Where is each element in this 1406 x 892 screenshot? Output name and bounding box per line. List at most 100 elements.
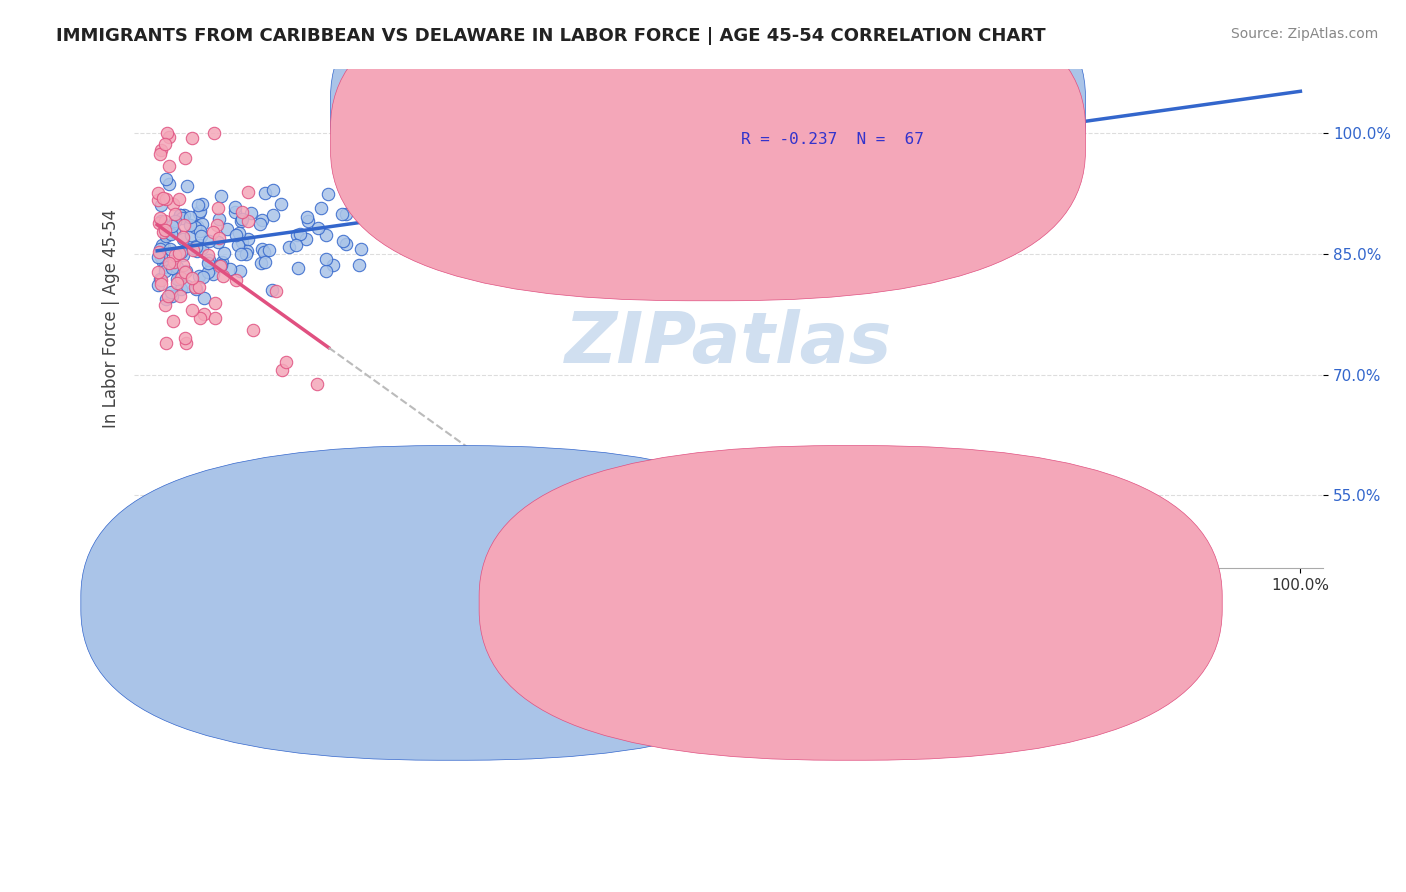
Text: R =  0.556   N = 147: R = 0.556 N = 147 [741,102,934,117]
Immigrants from Caribbean [174,264,197,278]
Immigrants from Caribbean [420,233,443,247]
Immigrants from Caribbean [212,246,235,260]
Delaware [165,248,187,262]
Immigrants from Caribbean [249,218,271,232]
Delaware [208,259,231,273]
Delaware [264,284,287,298]
Immigrants from Caribbean [228,226,250,240]
Immigrants from Caribbean [198,253,221,268]
Delaware [181,243,204,257]
Delaware [169,246,191,260]
Immigrants from Caribbean [547,167,569,181]
Immigrants from Caribbean [235,246,257,260]
Immigrants from Caribbean [169,281,191,295]
Delaware [148,245,170,260]
Immigrants from Caribbean [186,244,208,259]
Immigrants from Caribbean [152,238,174,252]
Delaware [271,363,294,377]
Immigrants from Caribbean [155,228,177,243]
Immigrants from Caribbean [295,231,318,245]
Immigrants from Caribbean [404,237,426,252]
Immigrants from Caribbean [155,172,177,186]
Immigrants from Caribbean [176,278,198,293]
Immigrants from Caribbean [148,250,170,264]
Immigrants from Caribbean [209,258,232,272]
Immigrants from Caribbean [381,204,404,219]
Immigrants from Caribbean [191,269,214,284]
Delaware [152,191,174,205]
Delaware [205,218,228,232]
Immigrants from Caribbean [166,260,188,274]
Immigrants from Caribbean [339,194,361,208]
Immigrants from Caribbean [297,214,319,228]
Immigrants from Caribbean [467,180,489,194]
Delaware [148,265,170,279]
Immigrants from Caribbean [224,205,246,219]
Immigrants from Caribbean [257,243,280,257]
Delaware [180,270,202,285]
Immigrants from Caribbean [332,234,354,248]
Immigrants from Caribbean [156,227,179,242]
Text: Delaware: Delaware [872,596,943,610]
Immigrants from Caribbean [186,219,208,233]
Immigrants from Caribbean [236,232,259,246]
Immigrants from Caribbean [191,217,214,231]
Delaware [155,297,177,311]
Immigrants from Caribbean [240,206,263,220]
Immigrants from Caribbean [160,219,183,233]
FancyBboxPatch shape [330,0,1085,271]
Text: R = -0.237  N =  67: R = -0.237 N = 67 [741,132,924,147]
Immigrants from Caribbean [160,261,183,276]
Delaware [148,216,170,230]
Immigrants from Caribbean [260,284,283,298]
Immigrants from Caribbean [148,277,170,292]
Immigrants from Caribbean [188,224,211,238]
Delaware [169,288,191,302]
Immigrants from Caribbean [270,197,292,211]
Immigrants from Caribbean [215,221,238,235]
Immigrants from Caribbean [197,256,219,270]
Immigrants from Caribbean [160,289,183,303]
Immigrants from Caribbean [160,227,183,241]
Delaware [155,192,177,206]
Delaware [157,255,180,269]
Immigrants from Caribbean [253,254,276,268]
Immigrants from Caribbean [486,182,509,196]
Immigrants from Caribbean [335,207,357,221]
Immigrants from Caribbean [231,212,253,227]
Delaware [149,273,172,287]
Immigrants from Caribbean [405,207,427,221]
Immigrants from Caribbean [211,254,233,268]
Immigrants from Caribbean [554,233,576,247]
Delaware [188,280,211,294]
Delaware [184,280,207,294]
FancyBboxPatch shape [330,0,1085,301]
Immigrants from Caribbean [278,239,301,253]
Immigrants from Caribbean [198,234,221,248]
Delaware [156,126,179,140]
Immigrants from Caribbean [340,182,363,196]
Immigrants from Caribbean [250,242,273,256]
FancyBboxPatch shape [80,446,824,760]
Immigrants from Caribbean [148,272,170,286]
Immigrants from Caribbean [229,247,252,261]
Immigrants from Caribbean [208,211,231,226]
Immigrants from Caribbean [173,208,195,222]
Immigrants from Caribbean [641,171,664,186]
Immigrants from Caribbean [371,193,394,207]
Immigrants from Caribbean [153,264,176,278]
Delaware [153,223,176,237]
Immigrants from Caribbean [180,228,202,243]
Immigrants from Caribbean [191,197,214,211]
Immigrants from Caribbean [315,252,337,266]
Immigrants from Caribbean [491,197,513,211]
Immigrants from Caribbean [335,178,357,192]
Immigrants from Caribbean [474,222,496,236]
Delaware [208,230,231,244]
Immigrants from Caribbean [546,159,568,173]
Immigrants from Caribbean [184,220,207,235]
Immigrants from Caribbean [172,232,194,246]
Immigrants from Caribbean [170,244,193,259]
Immigrants from Caribbean [163,223,186,237]
Text: Source: ZipAtlas.com: Source: ZipAtlas.com [1230,27,1378,41]
